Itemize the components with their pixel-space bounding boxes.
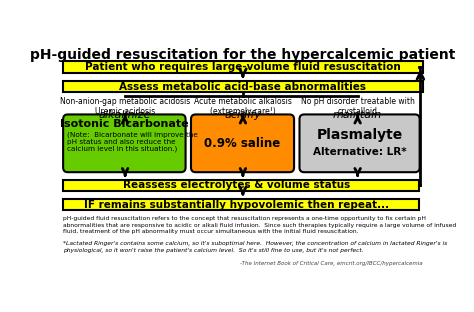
Text: Non-anion-gap metabolic acidosis
Uremic acidosis: Non-anion-gap metabolic acidosis Uremic …: [60, 97, 190, 116]
Text: maintain: maintain: [333, 110, 382, 120]
Text: -The Internet Book of Critical Care, emcrit.org/IBCC/hypercalcemia: -The Internet Book of Critical Care, emc…: [240, 261, 423, 266]
Text: *Lactated Ringer's contains some calcium, so it's suboptimal here.  However, the: *Lactated Ringer's contains some calcium…: [63, 241, 447, 253]
Bar: [63, 61, 423, 73]
Text: No pH disorder treatable with
crystalloid: No pH disorder treatable with crystalloi…: [301, 97, 415, 116]
Text: Assess metabolic acid-base abnormalities: Assess metabolic acid-base abnormalities: [119, 82, 366, 92]
FancyBboxPatch shape: [63, 115, 186, 172]
Text: pH-guided fluid resuscitation refers to the concept that resuscitation represent: pH-guided fluid resuscitation refers to …: [63, 216, 456, 234]
Text: Acute metabolic alkalosis
(extremely rare!): Acute metabolic alkalosis (extremely rar…: [194, 97, 292, 116]
Text: 0.9% saline: 0.9% saline: [204, 137, 281, 150]
FancyBboxPatch shape: [191, 115, 294, 172]
Bar: [63, 180, 419, 191]
Bar: [63, 81, 423, 92]
Text: alkalinize: alkalinize: [99, 110, 151, 120]
Text: Alternative: LR*: Alternative: LR*: [313, 147, 406, 157]
Text: pH-guided resuscitation for the hypercalcemic patient: pH-guided resuscitation for the hypercal…: [30, 48, 456, 62]
Text: (Note:  Bicarbonate will improve the
pH status and also reduce the
calcium level: (Note: Bicarbonate will improve the pH s…: [67, 131, 198, 152]
Text: Plasmalyte: Plasmalyte: [317, 128, 403, 142]
Text: Patient who requires large-volume fluid resuscitation: Patient who requires large-volume fluid …: [85, 62, 401, 72]
Text: IF remains substantially hypovolemic then repeat...: IF remains substantially hypovolemic the…: [84, 200, 389, 210]
Text: Isotonic Bicarbonate: Isotonic Bicarbonate: [60, 119, 189, 129]
Text: acidify: acidify: [225, 110, 261, 120]
FancyBboxPatch shape: [300, 115, 419, 172]
Bar: [63, 199, 419, 210]
Text: Reassess electrolytes & volume status: Reassess electrolytes & volume status: [123, 180, 350, 190]
